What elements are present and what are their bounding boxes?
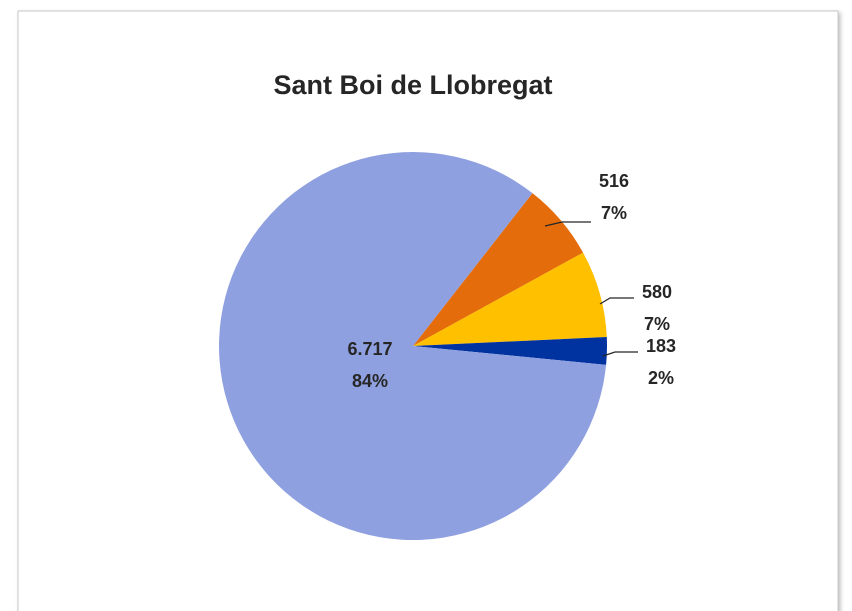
value-label: 516 — [599, 171, 629, 191]
value-label: 6.717 — [347, 339, 392, 359]
percent-label: 7% — [644, 314, 670, 334]
percent-label: 84% — [352, 371, 388, 391]
leader-line — [599, 297, 634, 305]
percent-label: 2% — [648, 368, 674, 388]
leader-line — [544, 221, 591, 227]
percent-label: 7% — [601, 203, 627, 223]
pie-slice — [413, 252, 607, 346]
chart-title: Sant Boi de Llobregat — [273, 70, 552, 100]
pie-slice — [413, 193, 584, 346]
leader-line — [602, 351, 638, 357]
pie-slice — [413, 337, 607, 365]
value-label: 183 — [646, 336, 676, 356]
pie-slice — [219, 151, 607, 540]
value-label: 580 — [642, 282, 672, 302]
